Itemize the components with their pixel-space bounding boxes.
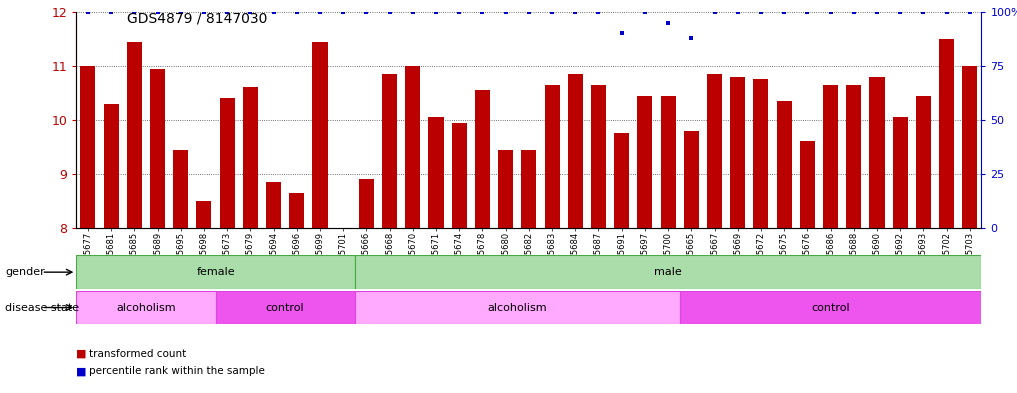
Text: alcoholism: alcoholism bbox=[116, 303, 176, 312]
Bar bbox=[475, 90, 490, 228]
Bar bbox=[220, 98, 235, 228]
Bar bbox=[614, 133, 630, 228]
Bar bbox=[355, 291, 679, 324]
Text: control: control bbox=[812, 303, 850, 312]
Bar bbox=[567, 74, 583, 228]
Bar bbox=[498, 150, 514, 228]
Bar bbox=[591, 85, 606, 228]
Bar bbox=[730, 77, 745, 228]
Bar bbox=[382, 74, 397, 228]
Text: gender: gender bbox=[5, 267, 45, 277]
Bar bbox=[754, 79, 769, 228]
Bar bbox=[173, 150, 188, 228]
Bar bbox=[962, 66, 977, 228]
Text: disease state: disease state bbox=[5, 303, 79, 312]
Bar bbox=[104, 104, 119, 228]
Bar bbox=[127, 42, 141, 228]
Bar bbox=[149, 68, 165, 228]
Text: alcoholism: alcoholism bbox=[487, 303, 547, 312]
Bar bbox=[355, 255, 981, 289]
Bar bbox=[196, 201, 212, 228]
Bar bbox=[452, 123, 467, 228]
Bar bbox=[679, 291, 981, 324]
Bar bbox=[216, 291, 355, 324]
Bar bbox=[405, 66, 420, 228]
Text: female: female bbox=[196, 267, 235, 277]
Bar bbox=[80, 66, 96, 228]
Bar bbox=[428, 117, 443, 228]
Bar bbox=[893, 117, 908, 228]
Bar bbox=[939, 39, 954, 228]
Text: ■: ■ bbox=[76, 349, 86, 359]
Bar bbox=[799, 141, 815, 228]
Bar bbox=[777, 101, 791, 228]
Bar bbox=[76, 255, 355, 289]
Text: male: male bbox=[654, 267, 682, 277]
Bar bbox=[638, 95, 653, 228]
Bar bbox=[661, 95, 675, 228]
Text: control: control bbox=[265, 303, 304, 312]
Bar bbox=[266, 182, 281, 228]
Bar bbox=[846, 85, 861, 228]
Bar bbox=[76, 291, 216, 324]
Bar bbox=[707, 74, 722, 228]
Bar bbox=[544, 85, 559, 228]
Bar bbox=[312, 42, 327, 228]
Text: transformed count: transformed count bbox=[89, 349, 187, 359]
Bar bbox=[870, 77, 885, 228]
Bar bbox=[823, 85, 838, 228]
Bar bbox=[243, 87, 258, 228]
Text: ■: ■ bbox=[76, 366, 86, 376]
Bar bbox=[522, 150, 536, 228]
Bar bbox=[916, 95, 931, 228]
Bar bbox=[683, 130, 699, 228]
Text: percentile rank within the sample: percentile rank within the sample bbox=[89, 366, 265, 376]
Bar bbox=[289, 193, 304, 228]
Text: GDS4879 / 8147030: GDS4879 / 8147030 bbox=[127, 12, 267, 26]
Bar bbox=[359, 179, 374, 228]
